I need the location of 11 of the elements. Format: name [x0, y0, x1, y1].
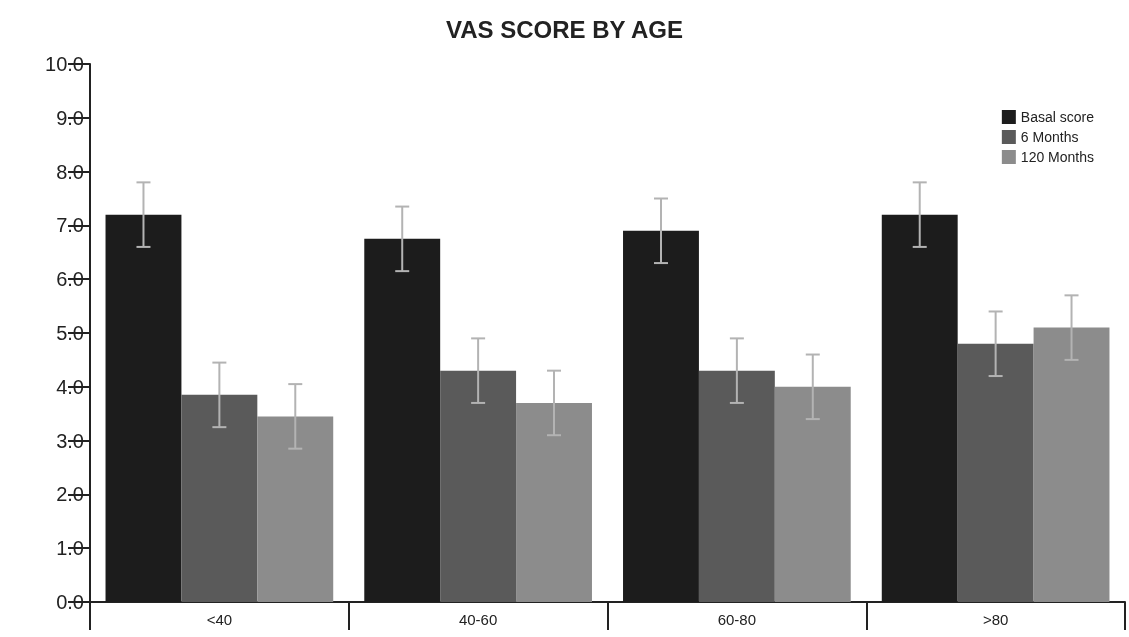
x-tick-label: <40 [206, 611, 233, 628]
x-tick-label: >80 [982, 611, 1009, 628]
chart-title: VAS SCORE BY AGE [446, 15, 683, 43]
y-tick-label: 8.0 [56, 160, 84, 183]
legend-label: Basal score [1020, 109, 1095, 125]
x-tick-label: 60-80 [717, 611, 757, 628]
y-tick-label: 10.0 [45, 53, 84, 75]
legend-label: 120 Months [1020, 149, 1095, 165]
y-tick-label: 9.0 [56, 106, 84, 129]
x-tick-label: 40-60 [458, 611, 498, 628]
legend-label: 6 Months [1020, 129, 1079, 145]
